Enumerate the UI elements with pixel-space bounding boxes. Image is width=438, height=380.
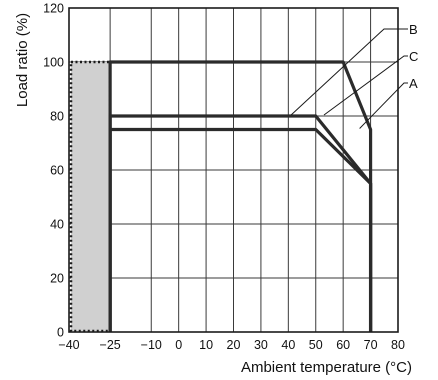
y-tick-label: 20	[50, 272, 64, 286]
x-tick-label: 50	[309, 338, 323, 352]
series-label-b: B	[409, 22, 418, 37]
frame-layer	[68, 7, 399, 333]
x-tick-labels: −40 −25 −10 0 10 20 30 40 50 60 70 80	[58, 338, 405, 352]
x-tick-label: 40	[281, 338, 295, 352]
y-tick-label: 80	[50, 110, 64, 124]
y-tick-labels: 0 20 40 60 80 100 120	[43, 2, 64, 340]
plot-frame	[68, 7, 399, 333]
leader-line-c	[323, 55, 408, 116]
y-axis-label: Load ratio (%)	[14, 13, 31, 107]
series-label-c: C	[409, 49, 418, 64]
y-tick-label: 0	[57, 326, 64, 340]
y-tick-label: 120	[43, 2, 64, 16]
x-tick-label: 80	[391, 338, 405, 352]
series-line-a	[108, 127, 373, 332]
leader-line-a	[359, 82, 408, 129]
x-tick-label: 0	[175, 338, 182, 352]
x-tick-label: 70	[364, 338, 378, 352]
x-tick-label: −40	[58, 338, 79, 352]
shaded-region	[69, 60, 112, 333]
x-tick-label: 10	[199, 338, 213, 352]
grid-layer	[69, 8, 398, 332]
leader-layer	[290, 28, 408, 129]
leader-line-b	[290, 28, 408, 116]
series-layer	[108, 60, 373, 332]
x-axis-label: Ambient temperature (°C)	[241, 359, 412, 376]
x-tick-label: 30	[254, 338, 268, 352]
series-label-a: A	[409, 76, 418, 91]
series-labels: BCA	[409, 22, 418, 91]
x-tick-label: 20	[227, 338, 241, 352]
y-tick-label: 40	[50, 218, 64, 232]
x-tick-label: −25	[100, 338, 121, 352]
y-tick-label: 60	[50, 164, 64, 178]
y-tick-label: 100	[43, 56, 64, 70]
series-line-b	[108, 60, 373, 332]
x-tick-label: 60	[336, 338, 350, 352]
shade-layer	[69, 60, 112, 333]
x-tick-label: −10	[141, 338, 162, 352]
